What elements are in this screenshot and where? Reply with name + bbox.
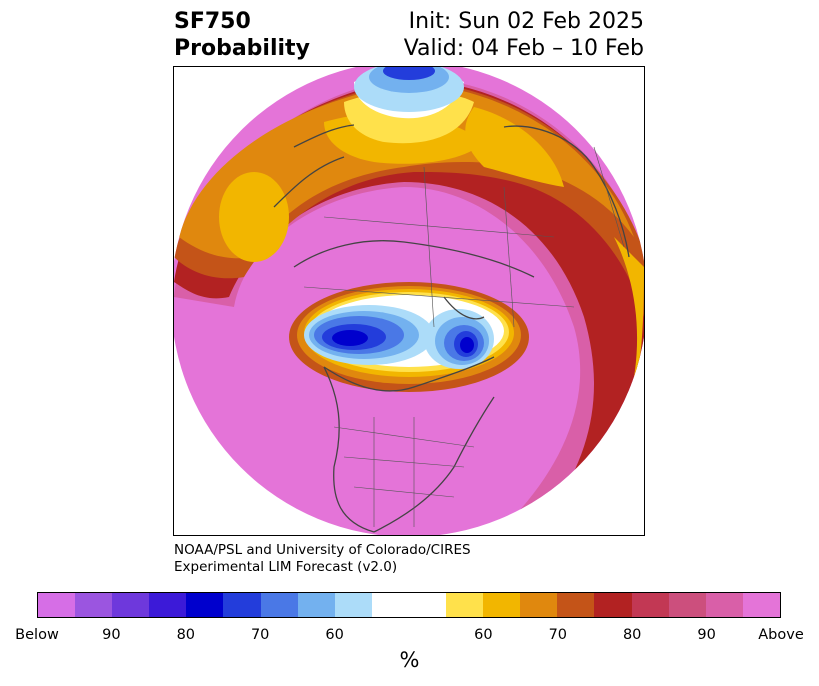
colorbar-segment (742, 593, 780, 617)
below-80-arctic (383, 67, 435, 80)
colorbar-tick-label: 60 (325, 627, 344, 643)
colorbar-segment (260, 593, 298, 617)
map-title: SF750 Probability (174, 8, 310, 62)
colorbar-segment (705, 593, 743, 617)
colorbar-segment (631, 593, 669, 617)
credit-line-1: NOAA/PSL and University of Colorado/CIRE… (174, 542, 471, 558)
colorbar-segment (483, 593, 521, 617)
below-90-east (460, 337, 474, 353)
colorbar-segment (186, 593, 224, 617)
colorbar-segment (408, 593, 447, 617)
colorbar-tick-label: Below (15, 627, 59, 643)
colorbar (37, 592, 781, 618)
colorbar-segment (520, 593, 558, 617)
credit-line-2: Experimental LIM Forecast (v2.0) (174, 559, 398, 575)
colorbar-tick-label: 70 (548, 627, 568, 643)
forecast-dates: Init: Sun 02 Feb 2025 Valid: 04 Feb – 10… (404, 8, 644, 62)
borders (303, 146, 625, 527)
colorbar-segment (112, 593, 150, 617)
probability-fill (174, 67, 644, 535)
colorbar-ticks: Below 90 80 70 60 60 70 80 90 Above (0, 627, 819, 647)
colorbar-tick-label: 80 (622, 627, 642, 643)
coastlines (273, 124, 630, 533)
colorbar-tick-label: 80 (176, 627, 196, 643)
below-90-west (332, 330, 368, 346)
colorbar-label: % (399, 648, 420, 672)
polar-map-svg (174, 67, 644, 535)
above-60-fill (179, 83, 634, 259)
colorbar-segment (223, 593, 261, 617)
valid-dates: Valid: 04 Feb – 10 Feb (403, 36, 644, 61)
probability-map (173, 66, 645, 536)
colorbar-segment (75, 593, 113, 617)
above-55-north (465, 107, 564, 187)
colorbar-segment (668, 593, 706, 617)
colorbar-segment (149, 593, 187, 617)
colorbar-tick-label: 90 (697, 627, 716, 643)
colorbar-segment (557, 593, 595, 617)
variable-subtitle: Probability (174, 36, 310, 61)
credit-text: NOAA/PSL and University of Colorado/CIRE… (174, 542, 471, 576)
init-date: Init: Sun 02 Feb 2025 (408, 9, 644, 34)
colorbar-segment (334, 593, 372, 617)
colorbar-tick-label: Above (758, 627, 804, 643)
colorbar-segment (297, 593, 335, 617)
colorbar-segment (594, 593, 632, 617)
variable-name: SF750 (174, 9, 251, 34)
colorbar-segment (371, 593, 409, 617)
colorbar-tick-label: 90 (102, 627, 121, 643)
above-55-west (219, 172, 289, 262)
colorbar-tick-label: 70 (250, 627, 270, 643)
colorbar-segment (446, 593, 484, 617)
colorbar-tick-label: 60 (474, 627, 493, 643)
above-55-east-edge (614, 237, 644, 377)
colorbar-segment (38, 593, 76, 617)
